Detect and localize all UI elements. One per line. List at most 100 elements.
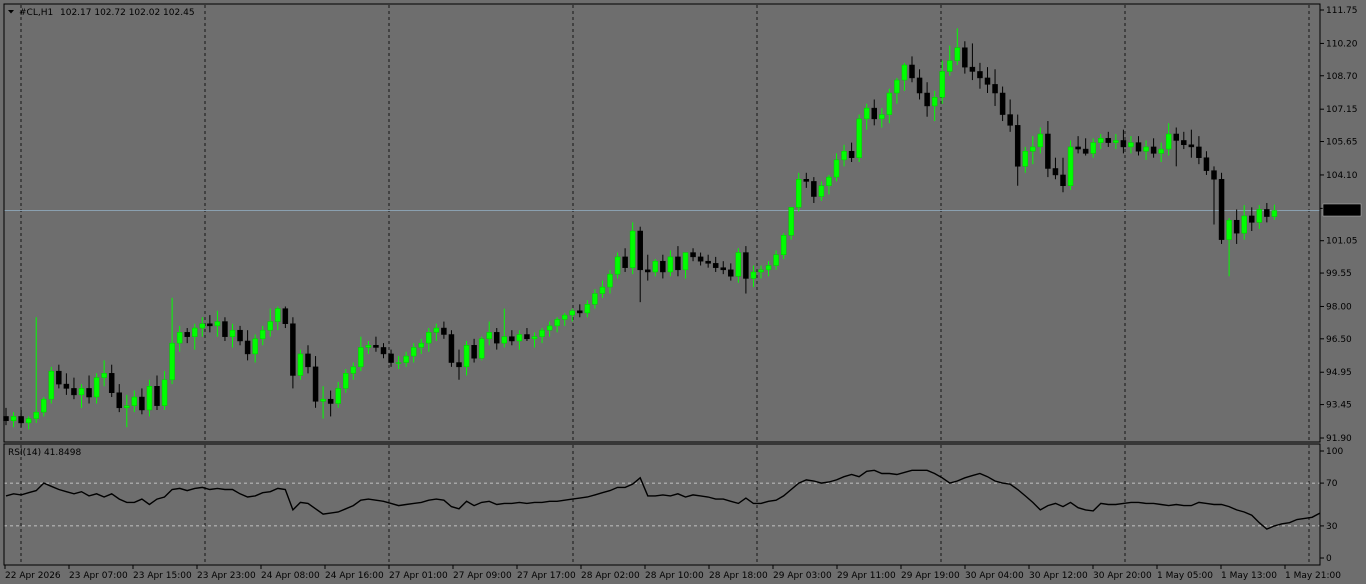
time-axis-label: 29 Apr 03:00	[773, 571, 832, 581]
candle	[101, 360, 107, 387]
candle-body-bull	[146, 386, 153, 411]
candle-body-bull	[1022, 150, 1028, 167]
candle-body-bear	[237, 329, 243, 342]
candle-body-bull	[478, 338, 485, 359]
candle	[826, 174, 832, 195]
candle	[1211, 166, 1217, 225]
candle-body-bull	[358, 347, 364, 368]
candle-body-bear	[660, 260, 666, 273]
candle	[1218, 172, 1225, 244]
candle-body-bull	[1226, 219, 1232, 240]
candle-body-bull	[735, 252, 742, 277]
candle	[214, 310, 221, 337]
candle	[856, 114, 862, 163]
candle-body-bear	[1052, 168, 1059, 176]
price-axis-label: 104.10	[1326, 171, 1358, 181]
candle	[1082, 138, 1089, 156]
candle-body-bull	[320, 398, 326, 402]
candle	[539, 328, 545, 344]
candle	[697, 252, 704, 266]
current-price-box	[1322, 203, 1362, 217]
time-axis-label: 28 Apr 10:00	[645, 571, 704, 581]
dropdown-triangle-icon[interactable]	[8, 10, 14, 14]
candle-body-bull	[765, 265, 772, 271]
candle-body-bull	[486, 332, 492, 340]
candle-body-bear	[577, 310, 583, 314]
candle	[275, 306, 281, 331]
candle-body-bull	[1090, 142, 1096, 154]
candle	[1052, 157, 1059, 180]
candle-body-bear	[637, 230, 643, 271]
candle	[1181, 131, 1187, 150]
candle-body-bear	[622, 256, 628, 268]
candle-body-bear	[811, 181, 817, 197]
candle-body-bear	[1188, 144, 1195, 148]
candle-body-bull	[939, 71, 945, 98]
candle	[259, 325, 266, 346]
candle	[833, 153, 840, 182]
candle-body-bull	[1143, 146, 1149, 152]
candle-body-bear	[1014, 125, 1021, 167]
candle	[1113, 133, 1119, 150]
time-axis-label: 22 Apr 2026	[5, 571, 61, 581]
candle-body-bull	[335, 388, 341, 404]
candle-body-bear	[720, 267, 726, 271]
candle-body-bull	[433, 327, 440, 333]
candle	[56, 364, 62, 389]
candle	[1241, 205, 1247, 240]
candle-body-bear	[871, 107, 877, 120]
candle-body-bull	[229, 329, 236, 337]
candle-body-bear	[1082, 148, 1089, 154]
candle-body-bear	[1233, 219, 1240, 234]
rsi-axis-label: 70	[1326, 479, 1338, 489]
candle-body-bear	[244, 340, 251, 355]
candle	[577, 304, 583, 318]
candle-body-bull	[539, 329, 545, 337]
time-axis-label: 24 Apr 08:00	[261, 571, 320, 581]
candle-body-bull	[879, 114, 885, 120]
candle-body-bull	[176, 332, 183, 344]
candle	[743, 246, 749, 294]
candle	[811, 177, 817, 203]
time-axis-label: 27 Apr 01:00	[389, 571, 448, 581]
candle-body-bear	[803, 179, 810, 182]
time-axis-label: 1 May 13:00	[1221, 571, 1277, 581]
candle	[629, 222, 636, 275]
candle-body-bull	[599, 286, 606, 294]
candle	[327, 390, 334, 417]
candle	[977, 62, 983, 89]
candle-body-bull	[395, 362, 402, 364]
candle	[448, 330, 455, 367]
candle	[373, 336, 379, 352]
candle-body-bull	[93, 377, 100, 398]
candle-body-bear	[675, 256, 681, 271]
candle	[146, 379, 153, 417]
candle-body-bear	[471, 345, 477, 359]
candle-body-bear	[697, 256, 704, 262]
candle-body-bear	[494, 332, 500, 344]
candle-body-bear	[984, 77, 991, 85]
rsi-line	[5, 469, 1321, 530]
price-axis-label: 98.00	[1326, 302, 1352, 312]
candle	[561, 312, 568, 326]
candle-body-bull	[788, 207, 794, 236]
candle-body-bull	[365, 345, 372, 348]
candle-body-bull	[863, 107, 870, 120]
candle-body-bear	[743, 252, 749, 279]
candle-body-bull	[856, 118, 862, 158]
candle-body-bull	[1256, 209, 1263, 223]
candle-body-bull	[614, 256, 621, 275]
candle-body-bear	[1218, 179, 1225, 240]
candle-body-bear	[924, 92, 930, 107]
candle	[818, 181, 825, 201]
candle	[244, 330, 251, 361]
candle	[999, 86, 1006, 122]
candle	[494, 328, 500, 350]
candle-body-bear	[1075, 146, 1081, 150]
candle	[728, 263, 734, 281]
candle	[909, 56, 915, 83]
candle	[1128, 136, 1134, 154]
candle-body-bull	[1067, 146, 1074, 186]
candle	[712, 256, 719, 272]
candle	[395, 356, 402, 370]
